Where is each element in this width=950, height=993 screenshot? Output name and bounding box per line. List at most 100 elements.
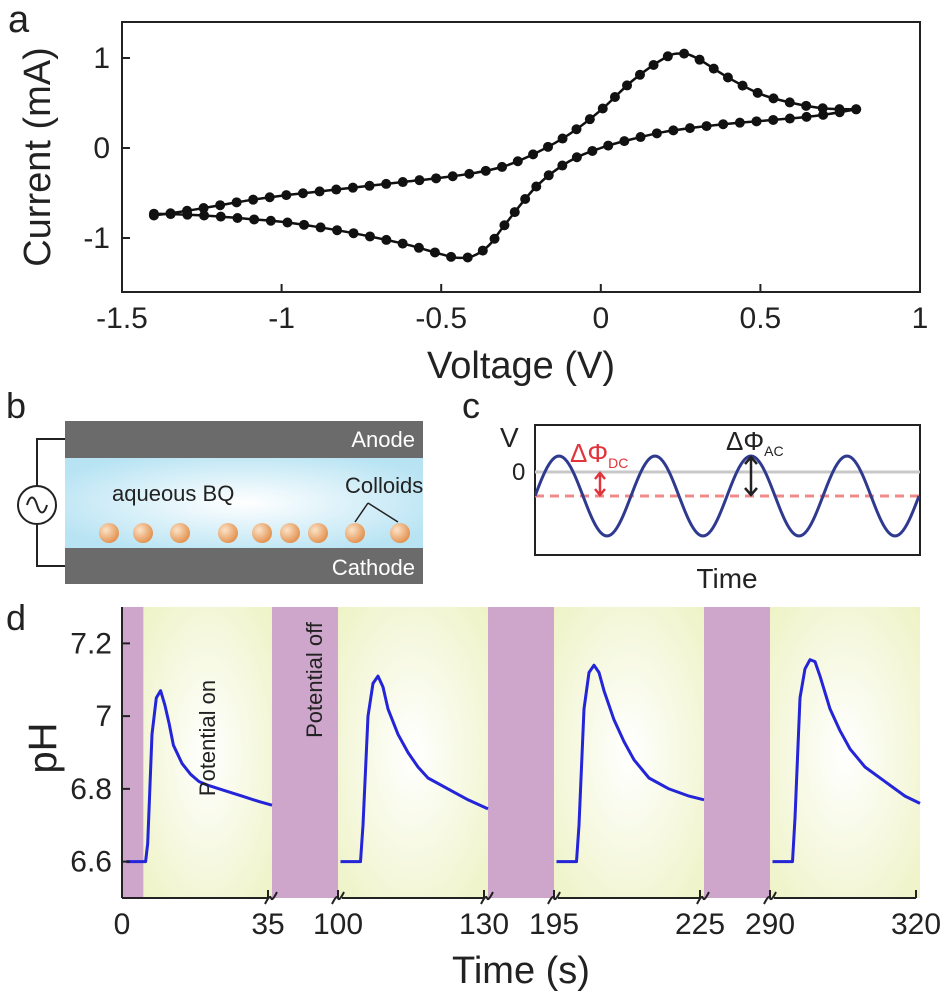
cv-marker <box>734 117 745 128</box>
ac-label-sub: AC <box>764 443 783 459</box>
cv-marker <box>584 114 595 125</box>
cv-marker <box>679 48 690 59</box>
cv-marker <box>497 161 508 172</box>
cv-marker <box>215 211 226 222</box>
circuit-wire <box>36 438 65 567</box>
cv-marker <box>414 175 425 186</box>
panel-d-yticks: 6.6 6.8 7 7.2 <box>70 627 130 879</box>
dc-label: ΔΦDC <box>570 438 628 471</box>
cv-marker <box>265 215 276 226</box>
cv-marker <box>397 177 408 188</box>
potential-bands <box>122 607 920 898</box>
cv-marker <box>199 210 210 221</box>
cv-marker <box>768 114 779 125</box>
cv-marker <box>347 182 358 193</box>
cv-marker <box>543 141 554 152</box>
cv-marker <box>648 60 659 71</box>
colloid <box>280 523 300 543</box>
cv-marker <box>512 156 523 167</box>
x-tick-label: 195 <box>529 908 579 941</box>
cv-marker <box>801 111 812 122</box>
cv-marker <box>464 168 475 179</box>
cv-marker <box>381 178 392 189</box>
panel-d-xlabel: Time (s) <box>452 950 590 992</box>
x-tick-label: -0.5 <box>415 302 467 335</box>
cv-marker <box>314 186 325 197</box>
panel-b-schematic: b Anode Cathode aqueous BQ Colloids <box>6 385 423 584</box>
cv-marker <box>429 247 440 258</box>
dc-label-sub: DC <box>608 455 628 471</box>
cv-marker <box>364 180 375 191</box>
cv-marker <box>397 238 408 249</box>
potential-on-band <box>770 607 920 898</box>
cv-marker <box>499 220 510 231</box>
cv-marker <box>752 87 763 98</box>
cv-marker <box>282 217 293 228</box>
x-tick-label: 290 <box>745 908 795 941</box>
colloid <box>308 523 328 543</box>
colloid <box>390 523 410 543</box>
panel-a-cv-plot: a -1.5 -1 -0.5 0 0.5 1 -1 0 1 Voltage (V) Curren… <box>8 0 928 387</box>
cv-marker <box>528 149 539 160</box>
cv-marker <box>609 92 620 103</box>
panel-c-xlabel: Time <box>696 563 757 594</box>
ph-curve <box>126 689 273 864</box>
cv-marker <box>543 170 554 181</box>
cv-marker <box>722 72 733 83</box>
cv-marker <box>708 63 719 74</box>
cv-marker <box>622 80 633 91</box>
cv-marker <box>480 165 491 176</box>
cv-marker <box>348 228 359 239</box>
panel-d-ylabel: pH <box>21 722 65 773</box>
panel-a-ticks: -1.5 -1 -0.5 0 0.5 1 -1 0 1 <box>83 42 928 335</box>
panel-b-letter: b <box>6 385 26 426</box>
cv-marker <box>662 51 673 62</box>
dc-label-main: ΔΦ <box>570 438 608 468</box>
axis-break-mark <box>480 891 494 905</box>
y-tick-label: 1 <box>93 42 110 75</box>
anode-plate <box>65 421 423 458</box>
cv-marker <box>768 93 779 104</box>
cv-marker <box>364 231 375 242</box>
cv-marker <box>462 252 473 263</box>
potential-off-band <box>272 607 338 898</box>
cv-marker <box>603 140 614 151</box>
x-tick-label: 100 <box>313 908 363 941</box>
panel-d-ph-plot: d 6.6 6.8 7 7.2 0 35 100 130 195 225 290 320 Poten… <box>6 597 941 992</box>
cathode-plate <box>65 548 423 584</box>
axis-break-mark <box>696 891 710 905</box>
ac-sine-wave <box>535 454 920 538</box>
colloid <box>99 523 119 543</box>
x-tick-label: -1 <box>268 302 295 335</box>
cv-marker <box>701 121 712 132</box>
cv-marker <box>249 214 260 225</box>
cv-marker <box>801 100 812 111</box>
cv-marker <box>635 132 646 143</box>
x-tick-label: 0.5 <box>740 302 782 335</box>
cv-marker <box>784 113 795 124</box>
cv-marker <box>332 225 343 236</box>
cv-marker <box>571 152 582 163</box>
cv-marker <box>281 190 292 201</box>
colloid-pointer-lines <box>354 502 399 523</box>
x-tick-label: 320 <box>891 908 941 941</box>
panel-c-frame <box>534 424 921 556</box>
colloid <box>170 523 190 543</box>
x-tick-label: 1 <box>912 302 929 335</box>
x-tick-label: 0 <box>592 302 609 335</box>
y-tick-label: 7.2 <box>70 627 112 660</box>
cv-marker <box>520 193 531 204</box>
cv-marker <box>718 119 729 130</box>
cv-marker <box>751 116 762 127</box>
cv-marker <box>297 188 308 199</box>
ph-curve <box>340 674 489 864</box>
anode-label: Anode <box>351 427 415 452</box>
cv-marker <box>651 128 662 139</box>
potential-off-band <box>122 607 144 898</box>
cv-marker <box>571 124 582 135</box>
panel-c-zero-label: 0 <box>512 459 525 486</box>
ac-label-main: ΔΦ <box>726 426 764 456</box>
cv-marker <box>597 103 608 114</box>
panel-a-ylabel: Current (mA) <box>17 47 59 267</box>
panel-a-letter: a <box>8 0 30 41</box>
